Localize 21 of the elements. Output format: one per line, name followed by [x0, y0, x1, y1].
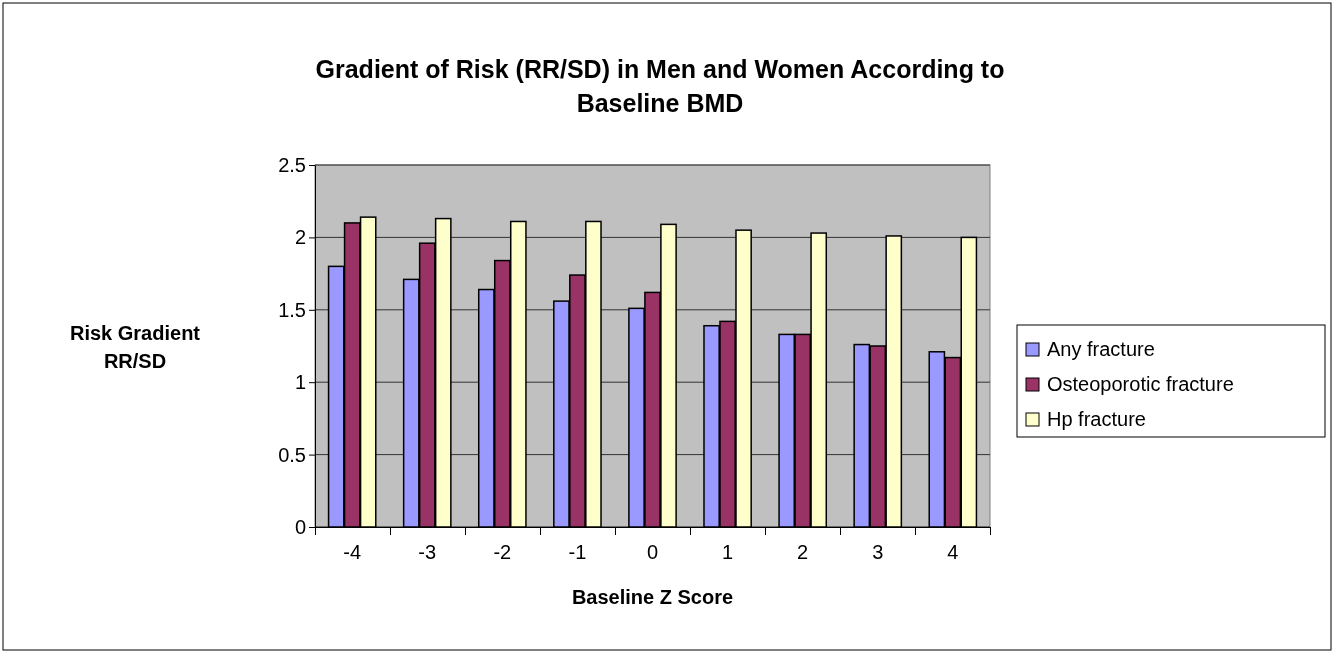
legend-label: Osteoporotic fracture [1047, 373, 1234, 395]
y-tick-label: 1 [294, 371, 306, 394]
x-axis-title: Baseline Z Score [571, 586, 734, 608]
chart-title: Gradient of Risk (RR/SD) in Men and Women According to Baseline BMD [315, 55, 1005, 117]
y-axis-title: Risk Gradient RR/SD [69, 322, 201, 372]
x-tick-label: 3 [872, 541, 884, 563]
x-tick-label: -4 [343, 541, 362, 563]
x-tick-label: -3 [418, 541, 437, 563]
x-tick-label: 0 [646, 541, 659, 563]
y-tick-label: 2 [294, 226, 306, 249]
x-tick-label: -1 [568, 541, 587, 563]
y-tick-label: 0 [294, 515, 306, 538]
y-tick-label: 1.5 [278, 298, 306, 321]
y-tick-label: 0.5 [278, 443, 306, 466]
x-tick-label: -2 [493, 541, 512, 563]
legend-label: Any fracture [1047, 338, 1155, 360]
x-tick-label: 2 [797, 541, 809, 563]
x-tick-label: 1 [722, 541, 734, 563]
x-tick-label: 4 [947, 541, 959, 563]
legend-label: Hp fracture [1047, 408, 1146, 430]
y-tick-label: 2.5 [278, 153, 306, 176]
